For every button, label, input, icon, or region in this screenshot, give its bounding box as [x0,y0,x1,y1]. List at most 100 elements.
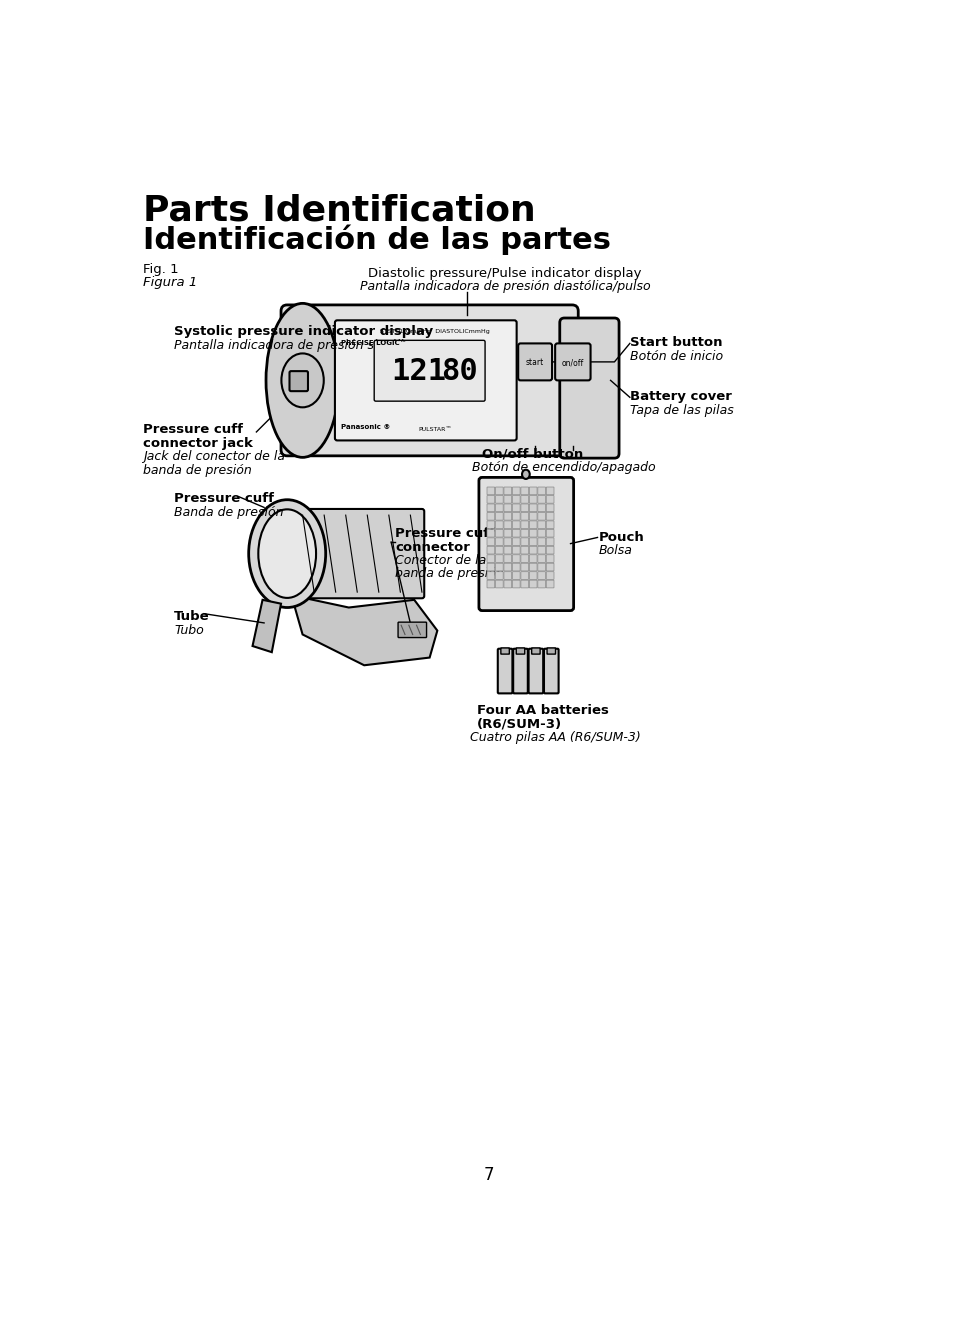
FancyBboxPatch shape [486,495,495,503]
Text: Identificación de las partes: Identificación de las partes [143,225,611,255]
FancyBboxPatch shape [546,546,554,554]
Ellipse shape [266,303,339,457]
FancyBboxPatch shape [512,520,519,528]
Text: Banda de presión: Banda de presión [173,506,283,519]
FancyBboxPatch shape [529,563,537,571]
Text: (R6/SUM-3): (R6/SUM-3) [476,717,562,731]
FancyBboxPatch shape [546,581,554,587]
Text: Botón de encendido/apagado: Botón de encendido/apagado [472,461,655,475]
FancyBboxPatch shape [495,512,502,520]
FancyBboxPatch shape [486,555,495,562]
FancyBboxPatch shape [546,538,554,546]
Text: Battery cover: Battery cover [629,390,731,404]
FancyBboxPatch shape [537,546,545,554]
FancyBboxPatch shape [529,487,537,495]
FancyBboxPatch shape [529,530,537,536]
FancyBboxPatch shape [486,546,495,554]
FancyBboxPatch shape [512,495,519,503]
FancyBboxPatch shape [512,563,519,571]
FancyBboxPatch shape [281,304,578,456]
FancyBboxPatch shape [495,495,502,503]
Text: connector jack: connector jack [143,437,253,449]
FancyBboxPatch shape [546,487,554,495]
FancyBboxPatch shape [520,555,528,562]
Text: Figura 1: Figura 1 [143,276,197,290]
FancyBboxPatch shape [512,530,519,536]
FancyBboxPatch shape [503,563,511,571]
Text: banda de presión: banda de presión [143,464,252,476]
Text: on/off: on/off [561,358,583,367]
FancyBboxPatch shape [495,555,502,562]
FancyBboxPatch shape [495,487,502,495]
FancyBboxPatch shape [546,520,554,528]
FancyBboxPatch shape [495,563,502,571]
FancyBboxPatch shape [520,563,528,571]
FancyBboxPatch shape [529,512,537,520]
FancyBboxPatch shape [546,512,554,520]
FancyBboxPatch shape [537,504,545,512]
FancyBboxPatch shape [531,648,539,654]
FancyBboxPatch shape [520,487,528,495]
FancyBboxPatch shape [513,649,527,693]
FancyBboxPatch shape [537,487,545,495]
Text: Bolsa: Bolsa [598,544,632,558]
FancyBboxPatch shape [520,571,528,579]
FancyBboxPatch shape [486,538,495,546]
FancyBboxPatch shape [520,530,528,536]
Text: banda de presión: banda de presión [395,567,503,581]
FancyBboxPatch shape [503,520,511,528]
FancyBboxPatch shape [546,555,554,562]
FancyBboxPatch shape [495,520,502,528]
FancyBboxPatch shape [512,504,519,512]
Text: Conector de la: Conector de la [395,554,486,567]
FancyBboxPatch shape [335,320,517,440]
FancyBboxPatch shape [486,504,495,512]
Text: Systolic pressure indicator display: Systolic pressure indicator display [173,325,433,338]
FancyBboxPatch shape [512,538,519,546]
FancyBboxPatch shape [486,581,495,587]
FancyBboxPatch shape [374,341,484,401]
FancyBboxPatch shape [495,581,502,587]
FancyBboxPatch shape [497,649,512,693]
FancyBboxPatch shape [495,538,502,546]
FancyBboxPatch shape [503,571,511,579]
FancyBboxPatch shape [397,622,426,637]
Text: connector: connector [395,540,470,554]
FancyBboxPatch shape [546,504,554,512]
Text: PRECISE LOGIC™: PRECISE LOGIC™ [341,339,406,346]
FancyBboxPatch shape [559,318,618,459]
Ellipse shape [249,500,325,607]
FancyBboxPatch shape [512,581,519,587]
FancyBboxPatch shape [520,520,528,528]
FancyBboxPatch shape [503,504,511,512]
FancyBboxPatch shape [512,555,519,562]
Text: Parts Identification: Parts Identification [143,193,536,227]
FancyBboxPatch shape [520,581,528,587]
FancyBboxPatch shape [486,563,495,571]
Text: Pressure cuff: Pressure cuff [395,527,495,539]
Text: Pouch: Pouch [598,531,644,543]
FancyBboxPatch shape [503,495,511,503]
Text: SYSTOLICmmHg  DIASTOLICmmHg: SYSTOLICmmHg DIASTOLICmmHg [379,329,489,334]
FancyBboxPatch shape [537,555,545,562]
FancyBboxPatch shape [500,648,509,654]
FancyBboxPatch shape [529,571,537,579]
FancyBboxPatch shape [528,649,542,693]
Text: Tube: Tube [173,610,210,622]
FancyBboxPatch shape [478,477,573,610]
Text: Four AA batteries: Four AA batteries [476,704,609,717]
Text: Diastolic pressure/Pulse indicator display: Diastolic pressure/Pulse indicator displ… [368,267,640,280]
FancyBboxPatch shape [529,504,537,512]
FancyBboxPatch shape [289,371,308,392]
FancyBboxPatch shape [537,571,545,579]
FancyBboxPatch shape [537,530,545,536]
Text: Botón de inicio: Botón de inicio [629,350,722,363]
FancyBboxPatch shape [546,530,554,536]
Text: Fig. 1: Fig. 1 [143,263,178,276]
FancyBboxPatch shape [537,563,545,571]
Text: Pantalla indicadora de presión diastólica/pulso: Pantalla indicadora de presión diastólic… [360,280,650,294]
Text: Jack del conector de la: Jack del conector de la [143,451,285,464]
Text: 7: 7 [483,1165,494,1184]
FancyBboxPatch shape [520,495,528,503]
Text: PULSTAR™: PULSTAR™ [417,428,451,432]
